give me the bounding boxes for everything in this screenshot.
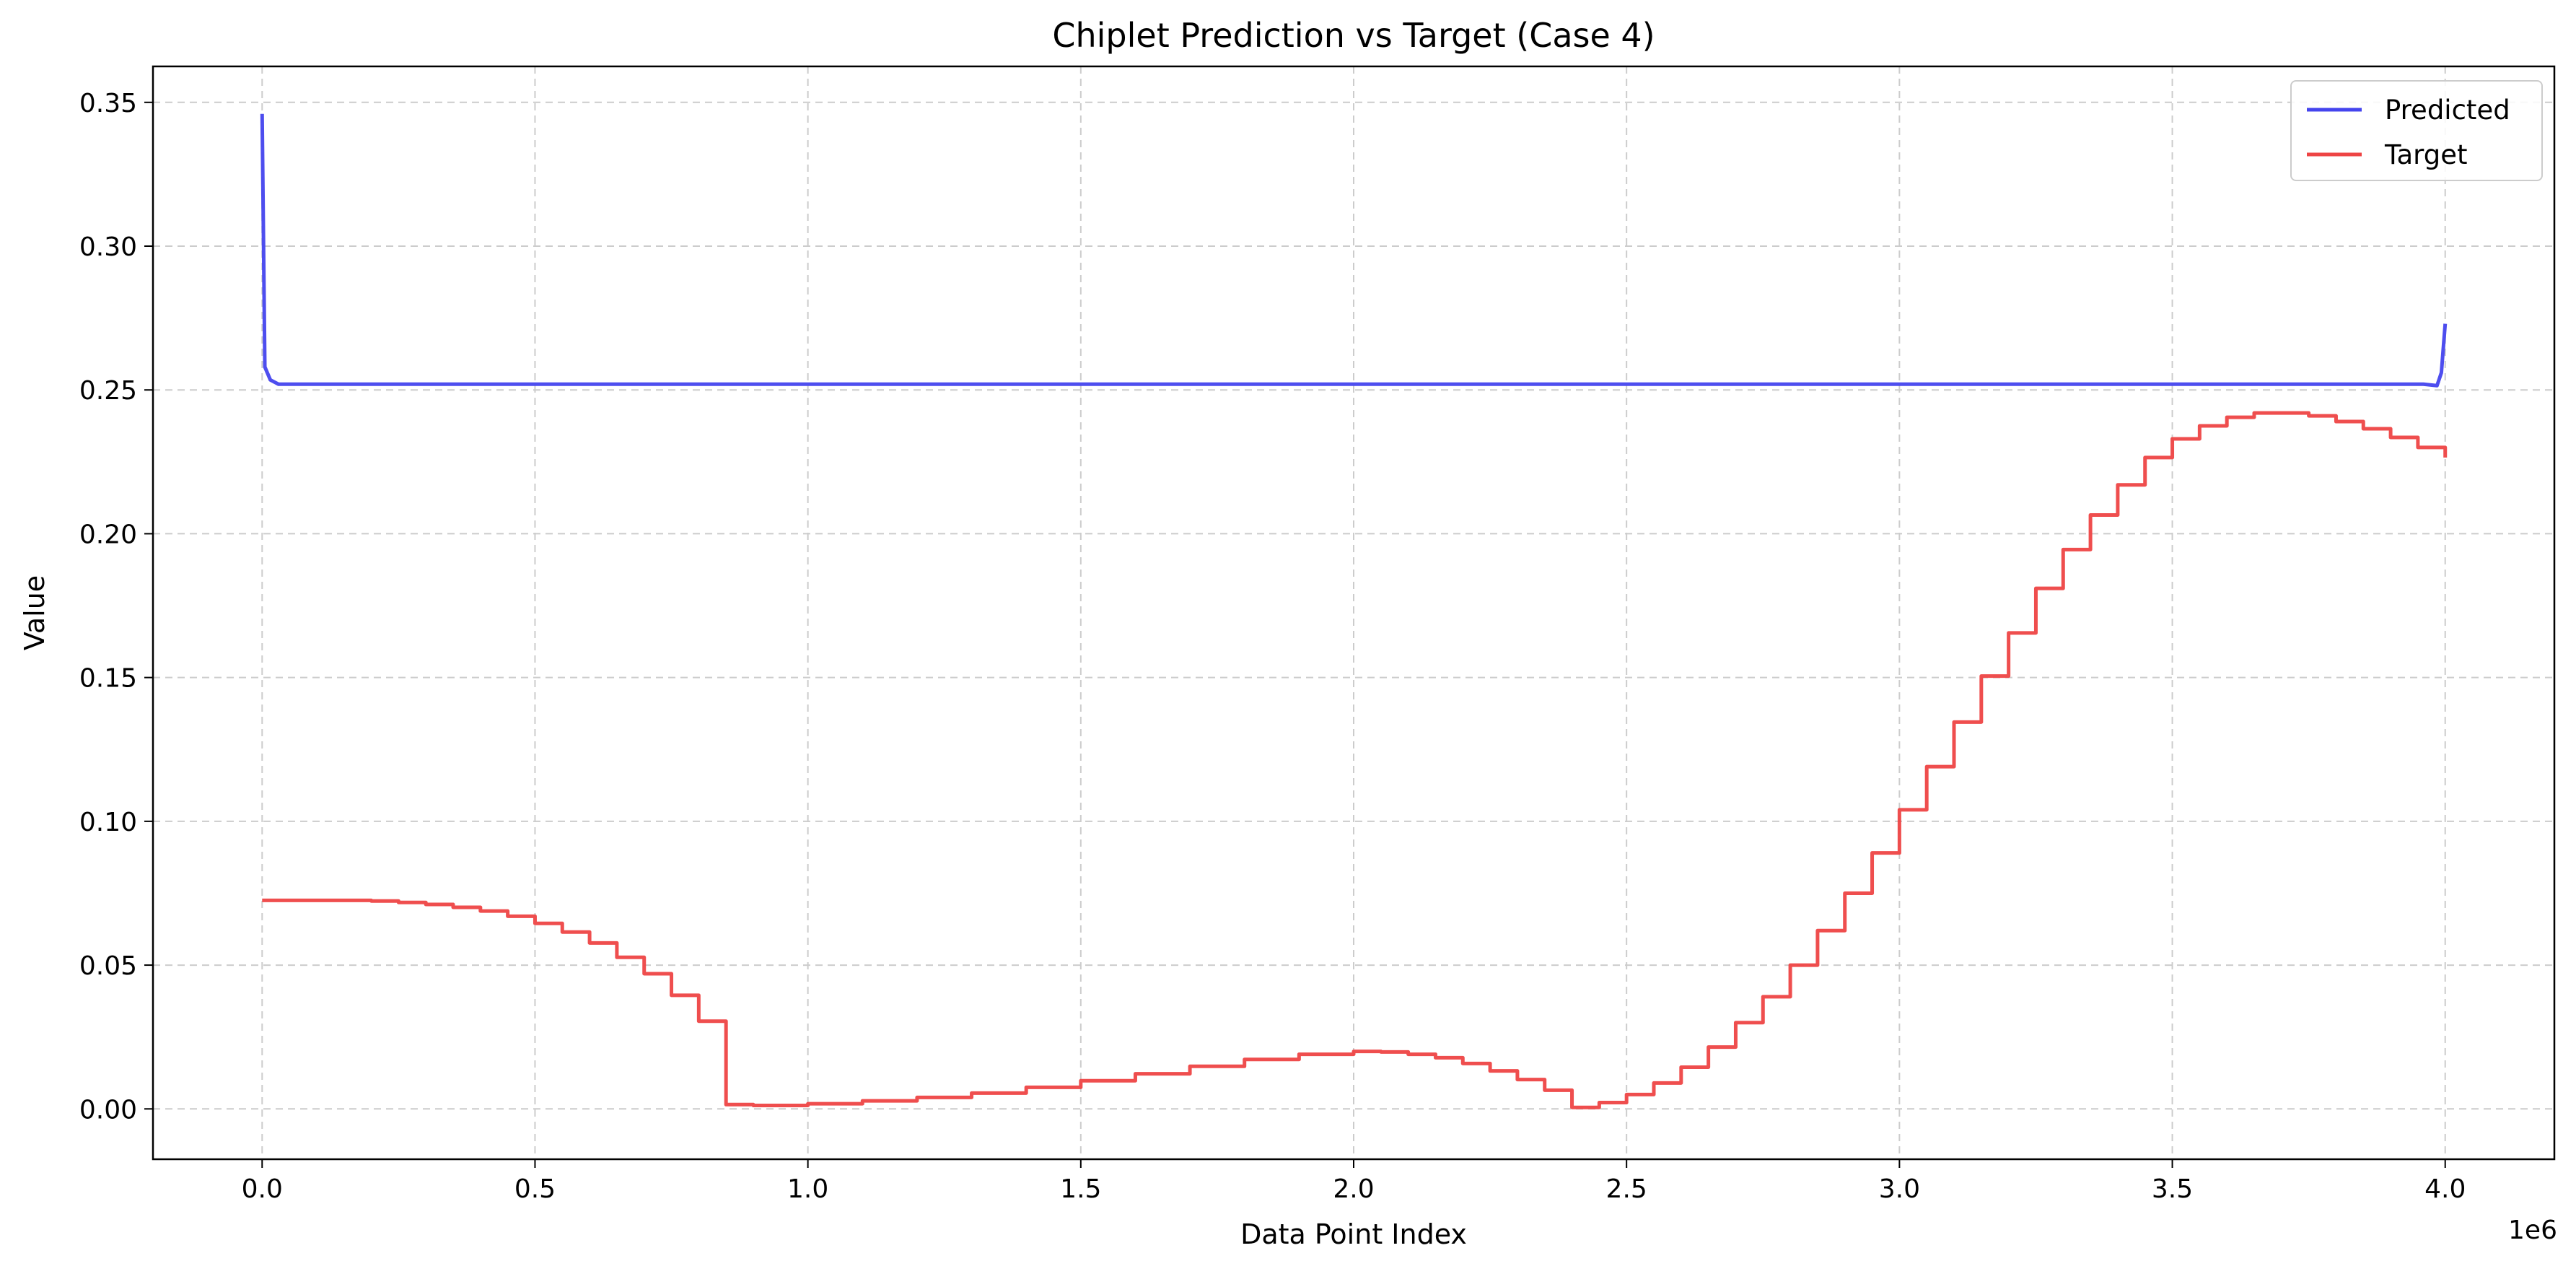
x-tick-label: 4.0	[2424, 1174, 2466, 1204]
grid	[153, 66, 2554, 1159]
x-tick-label: 1.0	[787, 1174, 828, 1204]
legend-label-target: Target	[2384, 139, 2467, 170]
series-layer	[260, 113, 2448, 1109]
y-tick-label: 0.00	[79, 1095, 137, 1125]
legend: Predicted Target	[2290, 80, 2543, 181]
x-axis-offset-label: 1e6	[2508, 1216, 2557, 1245]
legend-label-predicted: Predicted	[2385, 95, 2510, 126]
x-tick-label: 2.5	[1606, 1174, 1647, 1204]
series-line-target	[262, 411, 2448, 1109]
x-tick-label: 0.0	[242, 1174, 283, 1204]
x-tick-label: 3.5	[2152, 1174, 2193, 1204]
x-tick-label: 2.0	[1333, 1174, 1374, 1204]
x-tick-label: 3.0	[1879, 1174, 1920, 1204]
y-tick-label: 0.10	[79, 808, 137, 837]
y-tick-label: 0.15	[79, 664, 137, 694]
x-tick-label: 1.5	[1060, 1174, 1101, 1204]
ticks: 0.0 0.5 1.0 1.5 2.0 2.5 3.0 3.5 4.0 0.00 0.05 0.10 0…	[79, 89, 2466, 1204]
y-tick-label: 0.30	[79, 232, 137, 262]
y-axis-title: Value	[19, 575, 51, 650]
y-tick-label: 0.20	[79, 520, 137, 549]
x-axis-title: Data Point Index	[1240, 1218, 1467, 1250]
y-tick-label: 0.05	[79, 951, 137, 981]
x-tick-label: 0.5	[514, 1174, 556, 1204]
series-line-predicted	[260, 113, 2448, 388]
y-tick-label: 0.35	[79, 89, 137, 118]
y-tick-label: 0.25	[79, 376, 137, 406]
chart-title: Chiplet Prediction vs Target (Case 4)	[1052, 16, 1655, 55]
